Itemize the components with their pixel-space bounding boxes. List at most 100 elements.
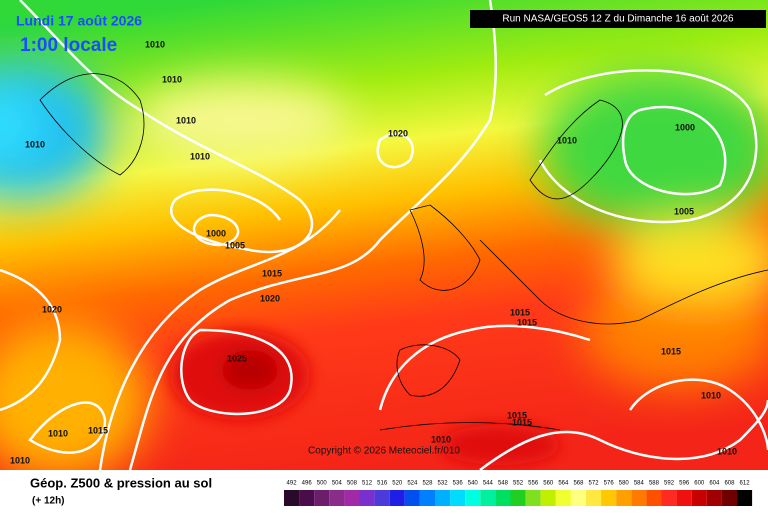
color-swatch (284, 490, 300, 506)
isobar-label: 1010 (10, 455, 30, 465)
colorbar-label: 528 (422, 481, 433, 487)
copyright: Copyright © 2026 Meteociel.fr/010 (308, 446, 460, 457)
isobar-label: 1015 (510, 307, 530, 317)
isobar-label: 1010 (25, 139, 45, 149)
coastlines (39, 73, 768, 431)
colorbar-label: 560 (543, 481, 554, 487)
isobar-label: 1015 (512, 417, 532, 427)
isobars (0, 0, 768, 470)
colorbar-label: 536 (453, 481, 464, 487)
run-box (470, 10, 766, 28)
colorbar-label: 564 (558, 481, 569, 487)
isobar-label: 1020 (42, 304, 62, 314)
colorbar-label: 492 (287, 481, 298, 487)
color-swatch (495, 490, 511, 506)
colorbar-label: 496 (302, 481, 313, 487)
color-swatch (601, 490, 617, 506)
isobar-label: 1000 (206, 228, 226, 238)
isobar-label: 1010 (162, 74, 182, 84)
colorbar-label: 576 (604, 481, 615, 487)
color-swatch (465, 490, 481, 506)
isobar-label: 1010 (431, 434, 451, 444)
color-swatch (631, 490, 647, 506)
colorbar-label: 568 (573, 481, 584, 487)
color-swatch (299, 490, 315, 506)
time: 1:00 locale (20, 35, 117, 56)
isobar-label: 1015 (262, 268, 282, 278)
color-swatch (344, 490, 360, 506)
color-swatch (314, 490, 330, 506)
color-swatch (691, 490, 707, 506)
colorbar-label: 524 (407, 481, 418, 487)
color-swatch (706, 490, 722, 506)
colorbar-label: 552 (513, 481, 524, 487)
legend-subtitle: (+ 12h) (32, 496, 65, 507)
color-swatch (676, 490, 692, 506)
colorbar-label: 544 (483, 481, 494, 487)
colorbar-label: 508 (347, 481, 358, 487)
isobar-labels: 1010 1010 1010 1010 1010 1020 1000 1005 1015 1020… (10, 39, 737, 465)
color-swatch (661, 490, 677, 506)
color-swatch (435, 490, 451, 506)
colorbar-label: 520 (392, 481, 403, 487)
colorbar-label: 556 (528, 481, 539, 487)
colorbar: 492 496 500 504 508 512 516 520 524 528 532 536 540 5… (284, 481, 753, 506)
color-swatch (721, 490, 737, 506)
isobar-label: 1020 (260, 293, 280, 303)
color-swatch (570, 490, 586, 506)
colorbar-label: 600 (694, 481, 705, 487)
color-swatch (555, 490, 571, 506)
isobar-label: 1010 (701, 390, 721, 400)
color-swatch (374, 490, 390, 506)
colorbar-label: 500 (317, 481, 328, 487)
colorbar-label: 608 (724, 481, 735, 487)
colorbar-label: 588 (649, 481, 660, 487)
colorbar-label: 548 (498, 481, 509, 487)
isobar-label: 1010 (176, 115, 196, 125)
colorbar-label: 512 (362, 481, 373, 487)
color-swatch (480, 490, 496, 506)
colorbar-label: 580 (619, 481, 630, 487)
color-swatch (404, 490, 420, 506)
color-swatch (586, 490, 602, 506)
color-swatch (646, 490, 662, 506)
date: Lundi 17 août 2026 (16, 13, 142, 29)
color-swatch (737, 490, 753, 506)
isobar-label: 1005 (674, 206, 694, 216)
color-swatch (510, 490, 526, 506)
colorbar-label: 592 (664, 481, 675, 487)
color-swatch (540, 490, 556, 506)
isobar-label: 1025 (227, 353, 247, 363)
isobar-label: 1010 (557, 135, 577, 145)
color-swatch (450, 490, 466, 506)
colorbar-label: 540 (468, 481, 479, 487)
run-info: Run NASA/GEOS5 12 Z du Dimanche 16 août … (502, 14, 734, 25)
isobar-label: 1015 (517, 317, 537, 327)
color-swatch (329, 490, 345, 506)
color-swatch (389, 490, 405, 506)
colorbar-label: 516 (377, 481, 388, 487)
colorbar-label: 612 (740, 481, 751, 487)
legend-title: Géop. Z500 & pression au sol (30, 475, 212, 490)
colorbar-label: 532 (438, 481, 449, 487)
isobar-label: 1010 (145, 39, 165, 49)
isobar-label: 1015 (507, 410, 527, 420)
isobar-label: 1015 (661, 346, 681, 356)
isobar-label: 1015 (88, 425, 108, 435)
isobar-label: 1020 (388, 128, 408, 138)
color-swatch (525, 490, 541, 506)
isobar-label: 1005 (225, 240, 245, 250)
isobar-label: 1000 (675, 122, 695, 132)
colorbar-label: 504 (332, 481, 343, 487)
isobar-label: 1010 (717, 446, 737, 456)
color-swatch (419, 490, 435, 506)
colorbar-label: 596 (679, 481, 690, 487)
colorbar-label: 572 (589, 481, 600, 487)
color-swatch (359, 490, 375, 506)
colorbar-label: 604 (709, 481, 720, 487)
color-swatch (616, 490, 632, 506)
field (0, 0, 768, 470)
colorbar-label: 584 (634, 481, 645, 487)
